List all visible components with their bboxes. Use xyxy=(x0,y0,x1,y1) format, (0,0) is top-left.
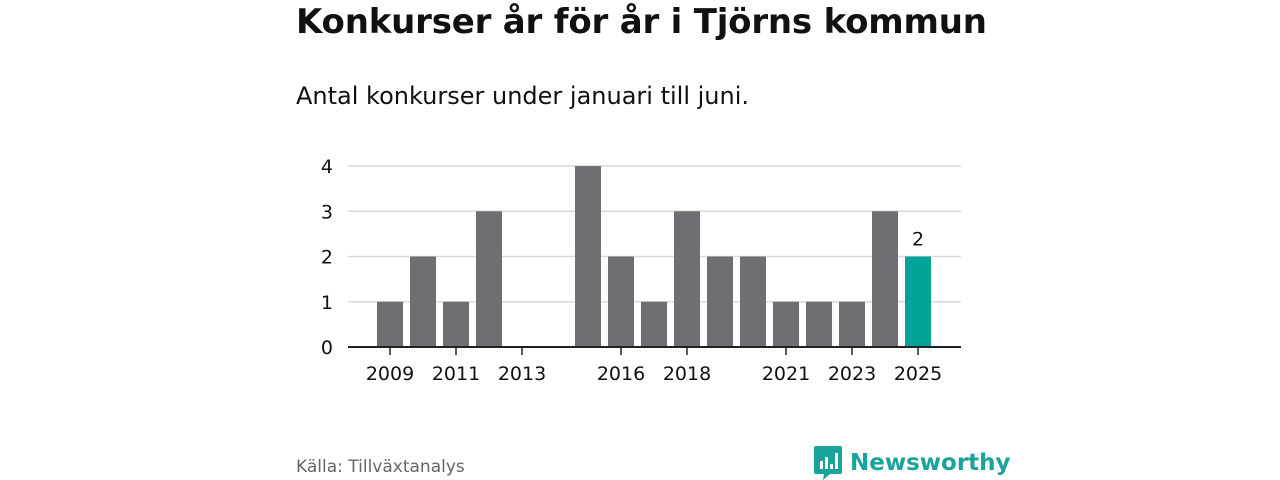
axes xyxy=(348,346,961,355)
bar xyxy=(773,301,799,347)
bar xyxy=(674,211,700,347)
x-tick-label: 2021 xyxy=(762,363,810,385)
x-tick-label: 2025 xyxy=(894,363,942,385)
bar xyxy=(575,166,601,347)
y-tick-label: 4 xyxy=(321,156,333,178)
x-tick-label: 2016 xyxy=(597,363,645,385)
x-tick-label: 2018 xyxy=(663,363,711,385)
gridlines xyxy=(348,165,961,303)
bar xyxy=(608,256,634,347)
bar xyxy=(476,211,502,347)
data-label: 2 xyxy=(912,229,924,251)
chart-subtitle: Antal konkurser under januari till juni. xyxy=(296,82,749,110)
bar-highlight xyxy=(905,256,931,347)
x-tick-label: 2011 xyxy=(432,363,480,385)
labels: 0 1 2 3 4 2 2009 2011 2013 2016 2018 2021 2023 2025 xyxy=(321,156,942,385)
y-tick-label: 2 xyxy=(321,247,333,269)
brand-name: Newsworthy xyxy=(850,450,1011,476)
y-tick-label: 3 xyxy=(321,201,333,223)
chart-title: Konkurser år för år i Tjörns kommun xyxy=(296,2,987,42)
source-note: Källa: Tillväxtanalys xyxy=(296,457,465,477)
brand: Newsworthy xyxy=(814,446,1011,480)
bar xyxy=(839,301,865,347)
bar xyxy=(740,256,766,347)
bar xyxy=(872,211,898,347)
bar xyxy=(377,301,403,347)
brand-logo-icon xyxy=(814,446,842,480)
bars xyxy=(377,166,931,347)
y-tick-label: 1 xyxy=(321,292,333,314)
bar xyxy=(410,256,436,347)
bar xyxy=(806,301,832,347)
x-tick-label: 2013 xyxy=(498,363,546,385)
bar xyxy=(707,256,733,347)
y-tick-label: 0 xyxy=(321,337,333,359)
x-tick-label: 2009 xyxy=(366,363,414,385)
x-tick-label: 2023 xyxy=(828,363,876,385)
bar xyxy=(443,301,469,347)
bar xyxy=(641,301,667,347)
